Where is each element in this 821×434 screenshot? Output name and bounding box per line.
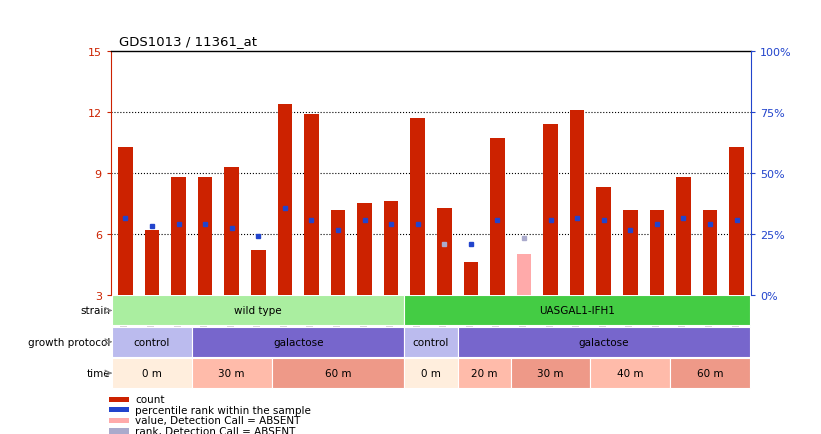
Text: control: control: [134, 337, 170, 347]
Bar: [277, 105, 292, 295]
Bar: [405, 296, 750, 326]
Bar: [109, 407, 129, 412]
Bar: [251, 250, 266, 295]
Bar: [192, 327, 405, 357]
Bar: [457, 358, 511, 388]
Text: strain: strain: [80, 306, 110, 316]
Bar: [198, 178, 213, 295]
Bar: [144, 230, 159, 295]
Text: percentile rank within the sample: percentile rank within the sample: [135, 405, 311, 415]
Text: value, Detection Call = ABSENT: value, Detection Call = ABSENT: [135, 415, 300, 425]
Bar: [172, 178, 186, 295]
Bar: [511, 358, 590, 388]
Text: count: count: [135, 394, 164, 404]
Text: control: control: [413, 337, 449, 347]
Bar: [112, 327, 192, 357]
Bar: [703, 210, 718, 295]
Text: 20 m: 20 m: [471, 368, 498, 378]
Text: time: time: [86, 368, 110, 378]
Text: 0 m: 0 m: [142, 368, 162, 378]
Bar: [109, 397, 129, 402]
Bar: [331, 210, 346, 295]
Bar: [112, 296, 405, 326]
Bar: [516, 255, 531, 295]
Bar: [729, 147, 744, 295]
Bar: [649, 210, 664, 295]
Bar: [118, 147, 133, 295]
Bar: [304, 115, 319, 295]
Bar: [670, 358, 750, 388]
Bar: [590, 358, 670, 388]
Bar: [677, 178, 690, 295]
Text: 60 m: 60 m: [325, 368, 351, 378]
Bar: [405, 327, 457, 357]
Text: wild type: wild type: [235, 306, 282, 316]
Bar: [490, 139, 505, 295]
Bar: [410, 119, 425, 295]
Text: GDS1013 / 11361_at: GDS1013 / 11361_at: [119, 35, 257, 48]
Bar: [457, 327, 750, 357]
Bar: [570, 111, 585, 295]
Bar: [224, 168, 239, 295]
Bar: [544, 125, 558, 295]
Text: galactose: galactose: [579, 337, 629, 347]
Text: rank, Detection Call = ABSENT: rank, Detection Call = ABSENT: [135, 426, 296, 434]
Text: UASGAL1-IFH1: UASGAL1-IFH1: [539, 306, 615, 316]
Text: 30 m: 30 m: [218, 368, 245, 378]
Bar: [109, 428, 129, 434]
Bar: [112, 358, 192, 388]
Bar: [357, 204, 372, 295]
Text: 60 m: 60 m: [697, 368, 723, 378]
Text: 0 m: 0 m: [421, 368, 441, 378]
Text: growth protocol: growth protocol: [28, 337, 110, 347]
Bar: [437, 208, 452, 295]
Bar: [192, 358, 272, 388]
Bar: [464, 263, 478, 295]
Bar: [596, 188, 611, 295]
Bar: [109, 418, 129, 423]
Bar: [405, 358, 457, 388]
Bar: [272, 358, 405, 388]
Bar: [384, 202, 398, 295]
Text: galactose: galactose: [273, 337, 323, 347]
Bar: [623, 210, 638, 295]
Text: 40 m: 40 m: [617, 368, 644, 378]
Text: 30 m: 30 m: [538, 368, 564, 378]
